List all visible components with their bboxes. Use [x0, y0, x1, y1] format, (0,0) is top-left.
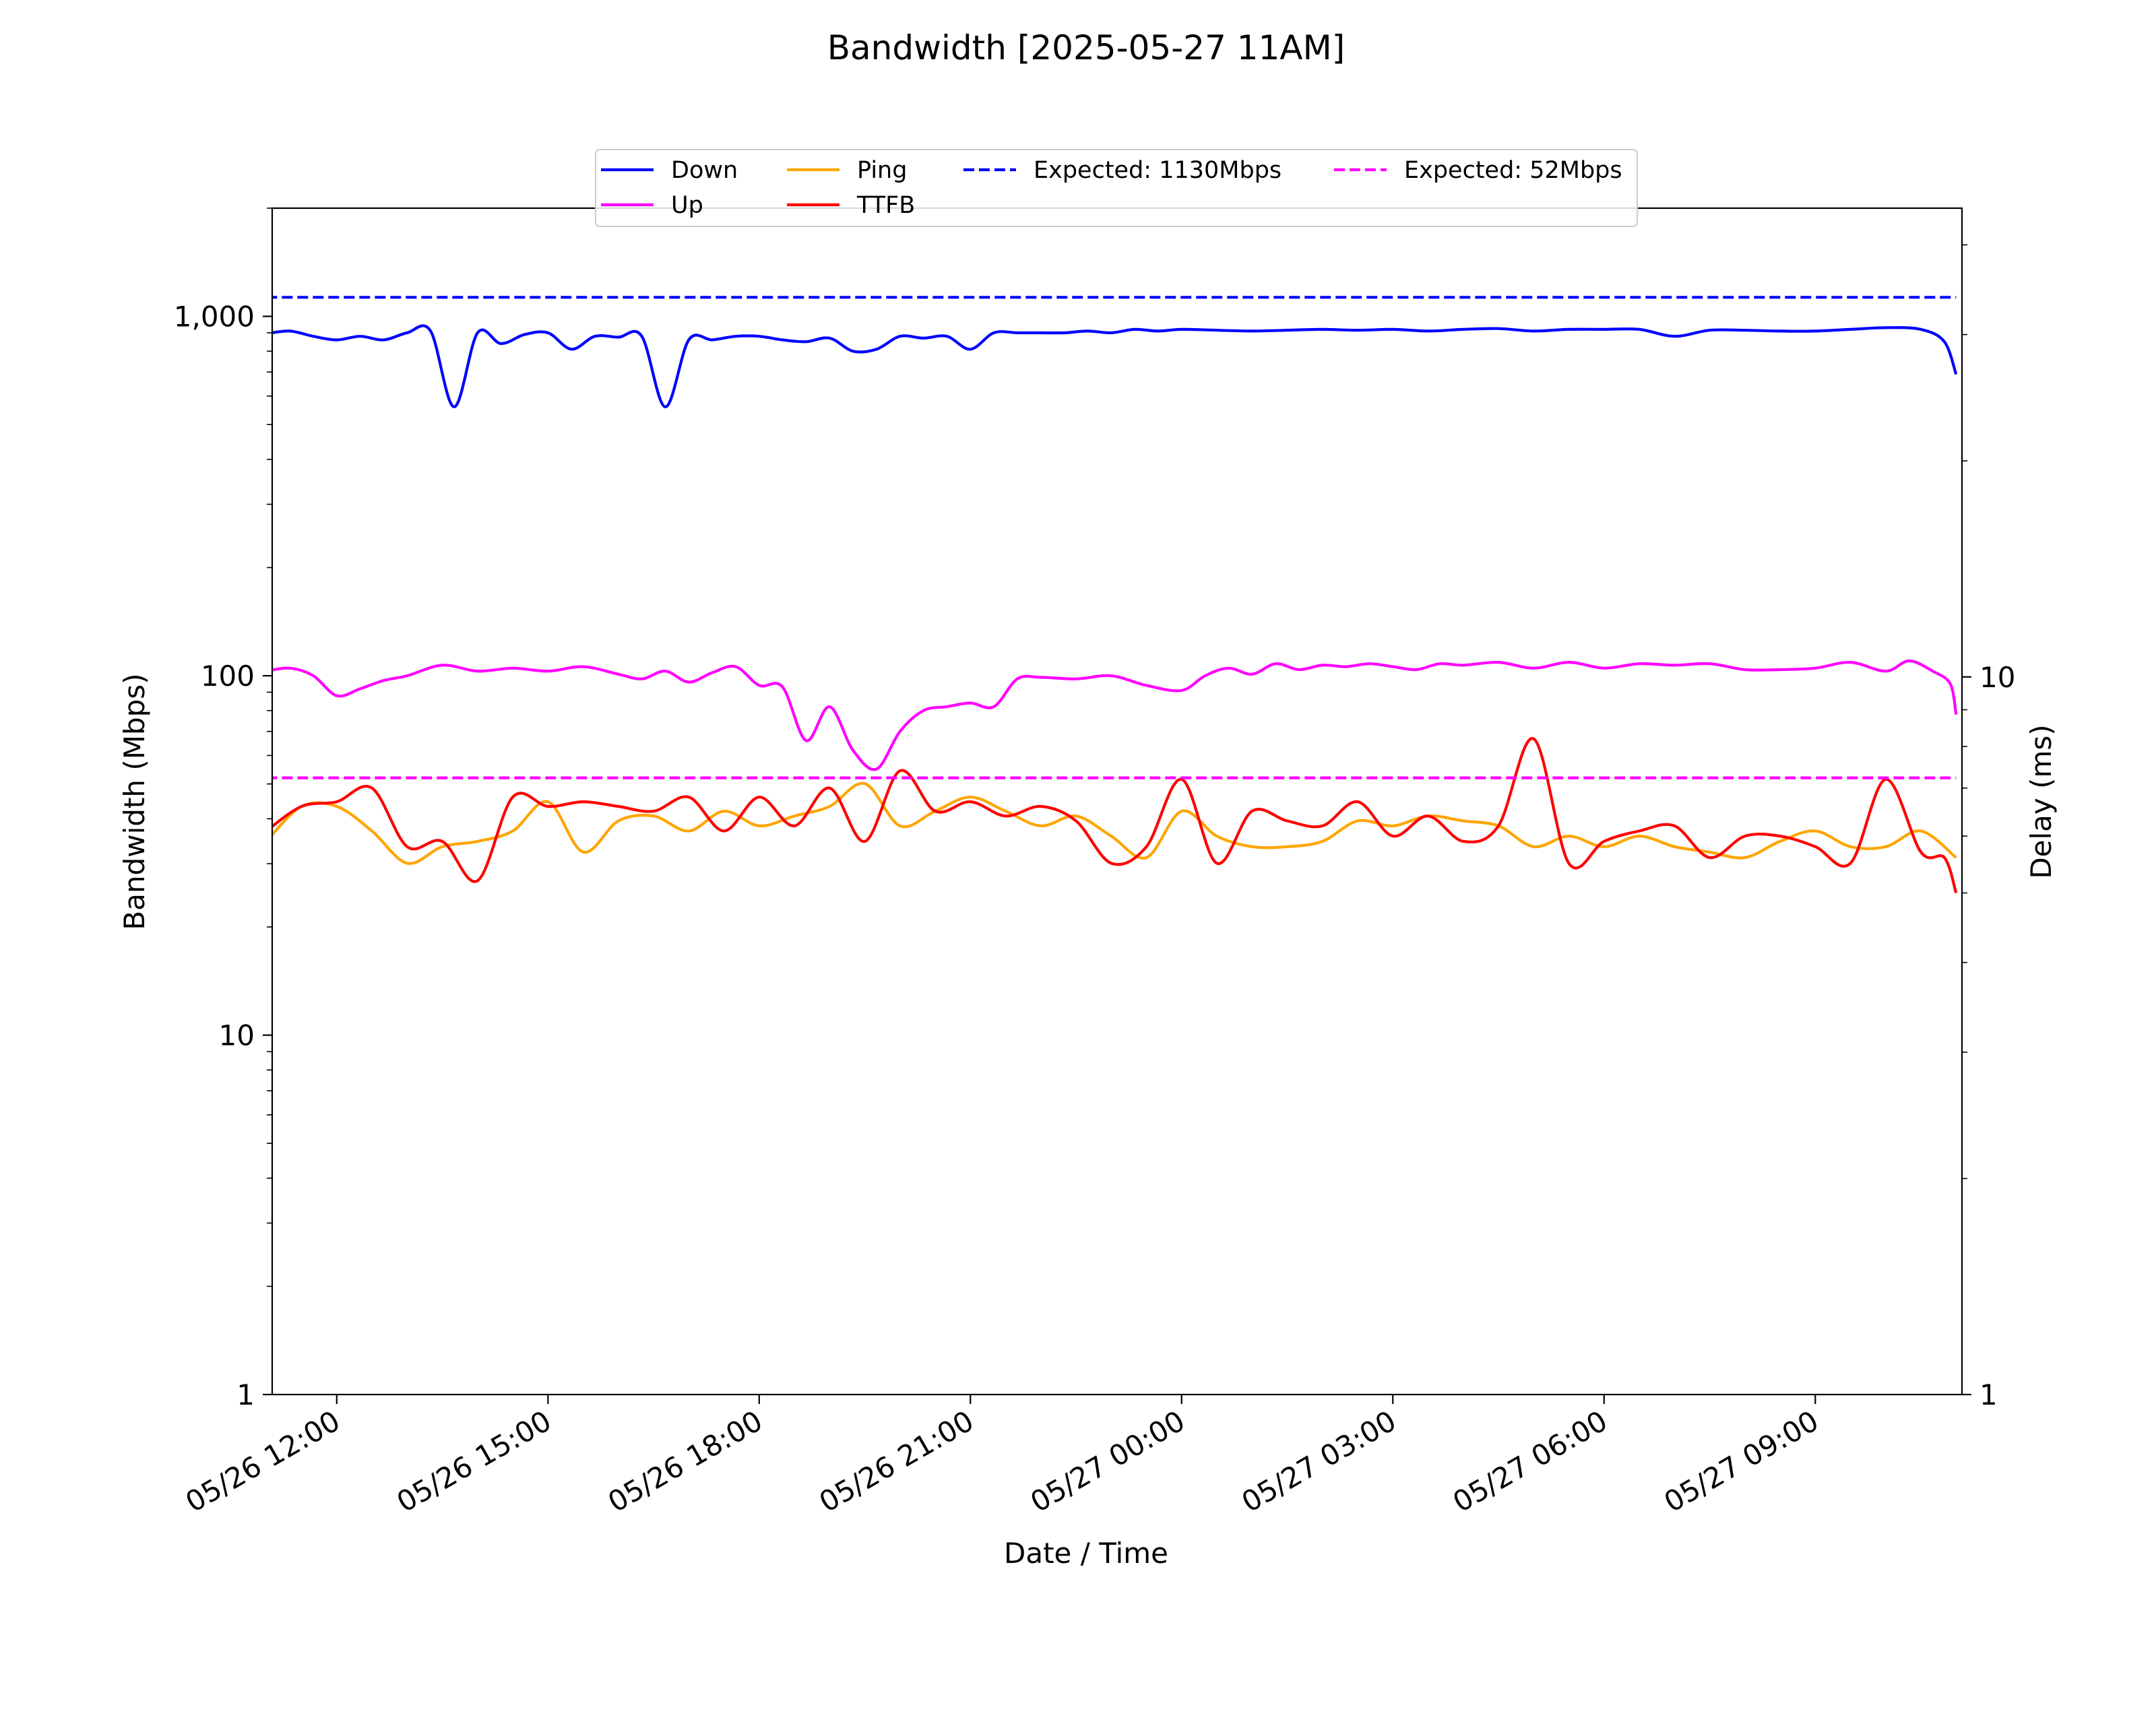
legend-label-ttfb: TTFB	[856, 192, 915, 219]
legend-frame	[595, 149, 1638, 227]
legend-label-expected-52mbps: Expected: 52Mbps	[1404, 157, 1622, 184]
legend: Down Up Ping TTFB Expected: 1130Mbps Expected…	[595, 149, 1638, 227]
x-axis-label: Date / Time	[1004, 1537, 1168, 1570]
series-line-ping	[272, 781, 1957, 865]
y2-tick-label: 1	[1979, 1378, 1998, 1411]
series-line-up	[272, 659, 1958, 771]
chart-title: Bandwidth [2025-05-27 11AM]	[827, 28, 1345, 67]
y-tick-label: 10	[219, 1019, 255, 1052]
series-layer	[272, 296, 1958, 894]
legend-label-expected-1130mbps: Expected: 1130Mbps	[1034, 157, 1281, 184]
y-tick-label: 100	[201, 660, 255, 693]
legend-label-down: Down	[671, 157, 738, 184]
y2-axis-label: Delay (ms)	[2025, 724, 2058, 878]
series-line-down	[272, 324, 1958, 408]
legend-label-up: Up	[671, 192, 703, 219]
y2-tick-label: 10	[1979, 661, 2015, 694]
y-tick-label: 1,000	[174, 300, 255, 333]
y-axis-label: Bandwidth (Mbps)	[118, 673, 151, 930]
series-line-ttfb	[272, 737, 1958, 894]
y-tick-label: 1	[236, 1378, 255, 1411]
legend-label-ping: Ping	[857, 157, 907, 184]
